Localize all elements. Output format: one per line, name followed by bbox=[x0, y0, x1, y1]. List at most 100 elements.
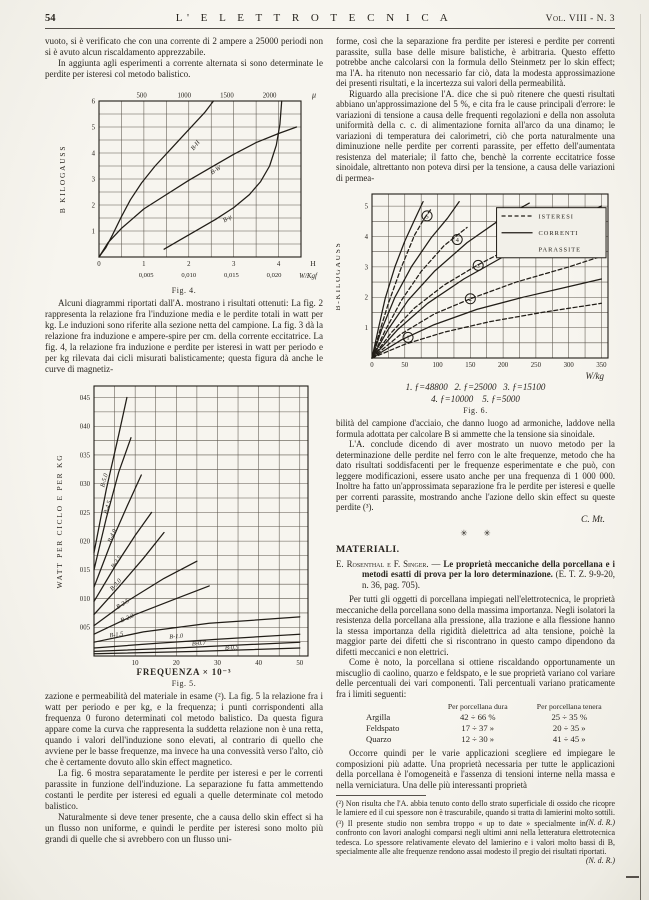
series-line-B-μ bbox=[163, 100, 283, 250]
table-row: Quarzo 12 ÷ 30 » 41 ÷ 45 » bbox=[366, 734, 586, 744]
paragraph-fig6-description: La fig. 6 mostra separatamente le perdit… bbox=[45, 768, 323, 811]
legend-label: ISTERESI bbox=[539, 213, 574, 220]
curve-number: 5 bbox=[425, 213, 429, 220]
x-tick-label: 40 bbox=[255, 660, 262, 667]
fig6-chart-canvas: 0 50 100 150 200 250 300 350 1 2 3 4 5 B-KILOGAUSS W/k… bbox=[336, 193, 609, 381]
fig4-chart-canvas: 0 1 2 3 4 0,005 0,010 0,015 0,020 500 1000 1500 2000… bbox=[58, 91, 318, 281]
series-line-B-3.5 bbox=[93, 511, 153, 603]
plot-frame bbox=[98, 100, 302, 258]
y-tick-label: 010 bbox=[80, 596, 91, 603]
series-line-3-isteresi bbox=[371, 249, 508, 359]
table-row: Feldspato 17 ÷ 37 » 20 ÷ 35 » bbox=[366, 723, 586, 733]
series-line-B-4.5 bbox=[93, 437, 132, 571]
fig4-caption: Fig. 4. bbox=[171, 286, 197, 295]
series-line-B-2.5 bbox=[93, 560, 198, 627]
paragraph-harmonics: bilità del campione d'acciaio, che danno… bbox=[336, 418, 615, 439]
y-tick-label: 2 bbox=[92, 202, 96, 209]
curve-number-circle bbox=[472, 259, 484, 271]
x-top-tick-label: 500 bbox=[137, 93, 148, 100]
y-tick-label: 4 bbox=[92, 150, 96, 157]
table-header-row: Per porcellana dura Per porcellana tener… bbox=[336, 701, 615, 712]
paragraph-applications: Occorre quindi per le varie applicazioni… bbox=[336, 748, 615, 790]
page-number: 54 bbox=[45, 13, 56, 24]
legend-label: PARASSITE bbox=[539, 247, 582, 254]
series-line-1-parassite bbox=[371, 278, 603, 359]
figure-6: 0 50 100 150 200 250 300 350 1 2 3 4 5 B-KILOGAUSS W/k… bbox=[336, 188, 615, 415]
curve-label: B-H bbox=[190, 139, 202, 152]
paragraph-diagrams: Alcuni diagrammi riportati dall'A. mostr… bbox=[45, 298, 323, 374]
fig5-chart-canvas: 10 20 30 40 50 005 010 015 020 025 030 035 040 045 WAT… bbox=[55, 385, 309, 667]
fig6-frequency-caption-1: 1. ƒ=48800 2. ƒ=25000 3. ƒ=15100 bbox=[405, 382, 546, 392]
y-tick-label: 5 bbox=[92, 124, 96, 131]
series-line-4-isteresi bbox=[371, 226, 468, 359]
footnote-2-attribution: (N. d. R.) bbox=[585, 817, 615, 827]
series-line-5-isteresi bbox=[371, 208, 432, 359]
series-line-B-0.7 bbox=[93, 641, 301, 653]
x-tick-label: 350 bbox=[596, 362, 607, 369]
reference-source: (E. T. Z. 9-9-20, n. 36, pag. 705). bbox=[362, 569, 615, 590]
x-tick-label: 1 bbox=[142, 261, 145, 268]
x-top-tick-label: 1500 bbox=[220, 93, 234, 100]
y-axis-title: B-KILOGAUSS bbox=[336, 241, 342, 310]
y-tick-label: 045 bbox=[80, 395, 91, 402]
figure-5: 10 20 30 40 50 005 010 015 020 025 030 035 040 045 WAT… bbox=[45, 380, 323, 688]
section-separator: ✳✳ bbox=[460, 527, 507, 538]
y-tick-label: 005 bbox=[80, 625, 91, 632]
curve-label: B-1.5 bbox=[109, 631, 124, 640]
paragraph-ballistic-method: In aggiunta agli esperimenti a corrente … bbox=[45, 58, 323, 79]
y-tick-label: 1 bbox=[365, 325, 368, 332]
plot-frame bbox=[93, 385, 309, 657]
series-line-B-2.0 bbox=[93, 585, 210, 635]
x-tick-label: 3 bbox=[232, 261, 236, 268]
two-column-layout: vuoto, si è verificato che con una corre… bbox=[45, 36, 615, 866]
journal-title: L' E L E T T R O T E C N I C A bbox=[175, 12, 453, 24]
curve-label: B-0.7 bbox=[192, 640, 207, 648]
y-tick-label: 030 bbox=[80, 481, 91, 488]
series-line-1-isteresi bbox=[371, 302, 603, 359]
x-tick-label: 4 bbox=[277, 261, 281, 268]
series-line-4-parassite bbox=[371, 200, 460, 359]
x-tick2-label: 0,020 bbox=[267, 272, 283, 279]
x-tick-label: 2 bbox=[187, 261, 191, 268]
x-tick-label: 20 bbox=[173, 660, 180, 667]
series-line-B-4.0 bbox=[93, 474, 142, 588]
x-top-tick-label: 2000 bbox=[263, 93, 277, 100]
series-line-B-W bbox=[98, 126, 298, 258]
x-tick-label: 0 bbox=[97, 261, 101, 268]
x-top-tick-label: 1000 bbox=[177, 93, 191, 100]
series-line-5-parassite bbox=[371, 200, 424, 359]
paragraph-heating: vuoto, si è verificato che con una corre… bbox=[45, 36, 323, 57]
curve-number: 1 bbox=[406, 335, 409, 342]
bibliographic-reference: E. Rosenthal e F. Singer. — Le proprietà… bbox=[336, 559, 615, 591]
curve-number: 3 bbox=[477, 263, 481, 270]
curve-number: 4 bbox=[456, 237, 460, 244]
footnote-3-text: Il presente studio non sembra troppo « u… bbox=[336, 818, 615, 857]
curve-label: B-2.5 bbox=[115, 598, 130, 611]
table-header-spacer bbox=[336, 701, 432, 712]
x-tick-label: 10 bbox=[132, 660, 139, 667]
curve-label: B-4.5 bbox=[102, 500, 113, 515]
curve-label: B-1.0 bbox=[169, 633, 184, 641]
table-row: Argilla 42 ÷ 66 % 25 ÷ 35 % bbox=[366, 712, 587, 722]
y-tick-label: 020 bbox=[80, 539, 91, 546]
footnote-3-attribution: (N. d. R.) bbox=[585, 856, 615, 866]
x-tick-label: 0 bbox=[370, 362, 374, 369]
footnote-2-marker: (²) bbox=[336, 799, 344, 808]
curve-number-circle bbox=[421, 210, 433, 222]
y-tick-label: 1 bbox=[92, 228, 95, 235]
series-line-B-1.5 bbox=[93, 616, 301, 643]
footnote-2-text: Non risulta che l'A. abbia tenuto conto … bbox=[336, 799, 615, 818]
x-tick-label: 100 bbox=[432, 362, 443, 369]
legend-label: CORRENTI bbox=[539, 230, 579, 237]
right-column: forme, così che la separazione fra perdi… bbox=[336, 36, 615, 866]
table-header-hard: Per porcellana dura bbox=[447, 702, 508, 711]
series-line-B-5.0 bbox=[93, 396, 128, 554]
x-tick-label: 200 bbox=[498, 362, 509, 369]
x-tick-label: 30 bbox=[214, 660, 221, 667]
y-tick-label: 040 bbox=[80, 424, 91, 431]
figure-4: 0 1 2 3 4 0,005 0,010 0,015 0,020 500 1000 1500 2000… bbox=[45, 85, 323, 296]
footnote-3-marker: (³) bbox=[336, 818, 344, 828]
scan-page-edge-line bbox=[639, 14, 641, 900]
curve-number: 2 bbox=[469, 296, 472, 303]
